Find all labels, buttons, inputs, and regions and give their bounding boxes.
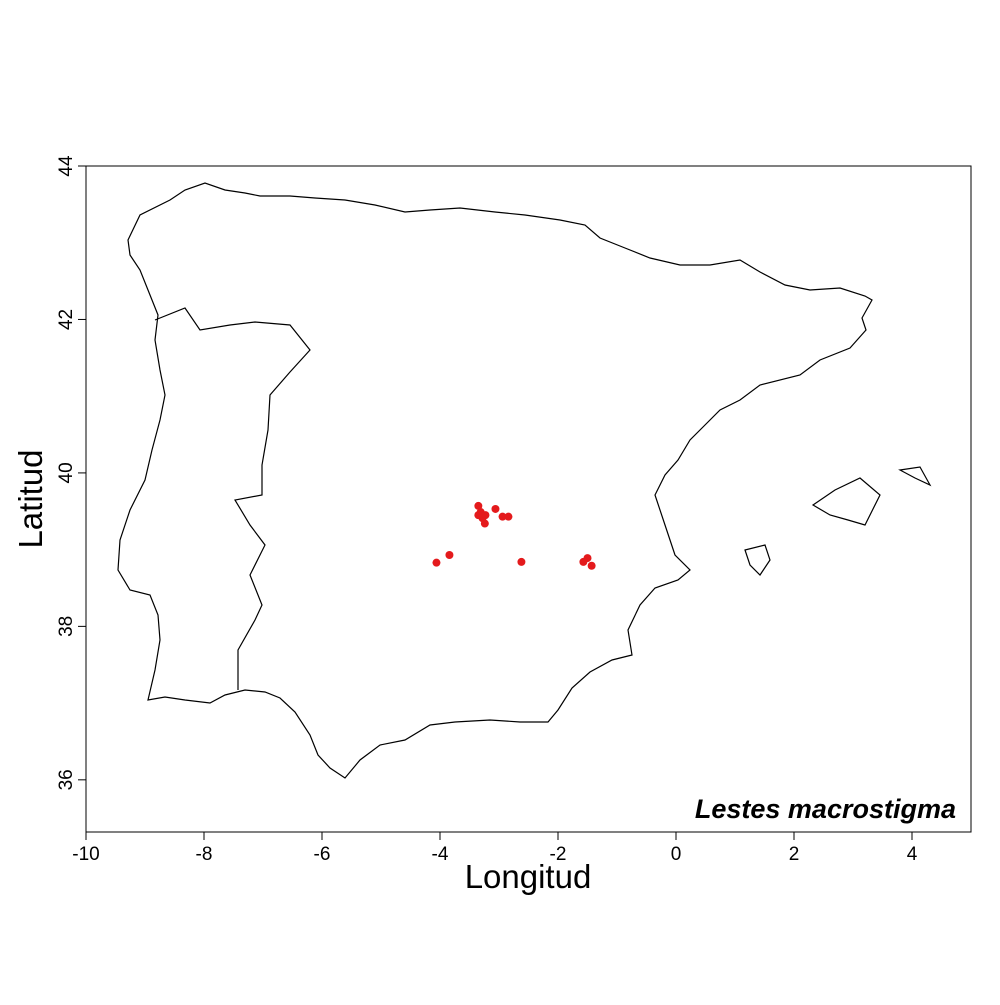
plot-frame — [85, 165, 972, 833]
y-tick-label: 44 — [56, 155, 77, 177]
record-point — [583, 554, 592, 563]
record-point — [504, 512, 513, 521]
x-tick-label: 2 — [789, 844, 800, 865]
record-point — [481, 511, 490, 520]
mallorca — [811, 477, 881, 526]
record-point — [445, 551, 454, 560]
record-point — [480, 519, 489, 528]
record-point — [587, 561, 596, 570]
portugal-border — [154, 307, 311, 690]
record-point — [491, 504, 500, 513]
record-point — [498, 512, 507, 521]
y-tick-label: 38 — [56, 616, 77, 637]
record-point — [474, 511, 483, 520]
x-tick-label: 4 — [907, 844, 918, 865]
record-point — [474, 501, 483, 510]
x-tick-label: 0 — [671, 844, 682, 865]
record-point — [432, 558, 441, 567]
species-annotation: Lestes macrostigma — [695, 794, 956, 824]
y-tick-label: 42 — [56, 309, 77, 330]
iberia-outline — [117, 182, 873, 779]
x-axis-title: Longitud — [465, 858, 592, 895]
x-tick-label: -4 — [432, 844, 449, 865]
y-tick-label: 40 — [56, 462, 77, 483]
y-axis-title: Latitud — [12, 449, 49, 548]
menorca — [898, 466, 932, 487]
x-tick-label: -10 — [72, 844, 99, 865]
coastline — [117, 182, 932, 779]
x-tick-label: -2 — [550, 844, 567, 865]
x-tick-label: -8 — [196, 844, 213, 865]
ibiza — [744, 544, 771, 576]
x-tick-label: -6 — [314, 844, 331, 865]
record-point — [517, 557, 526, 566]
y-tick-label: 36 — [56, 769, 77, 790]
